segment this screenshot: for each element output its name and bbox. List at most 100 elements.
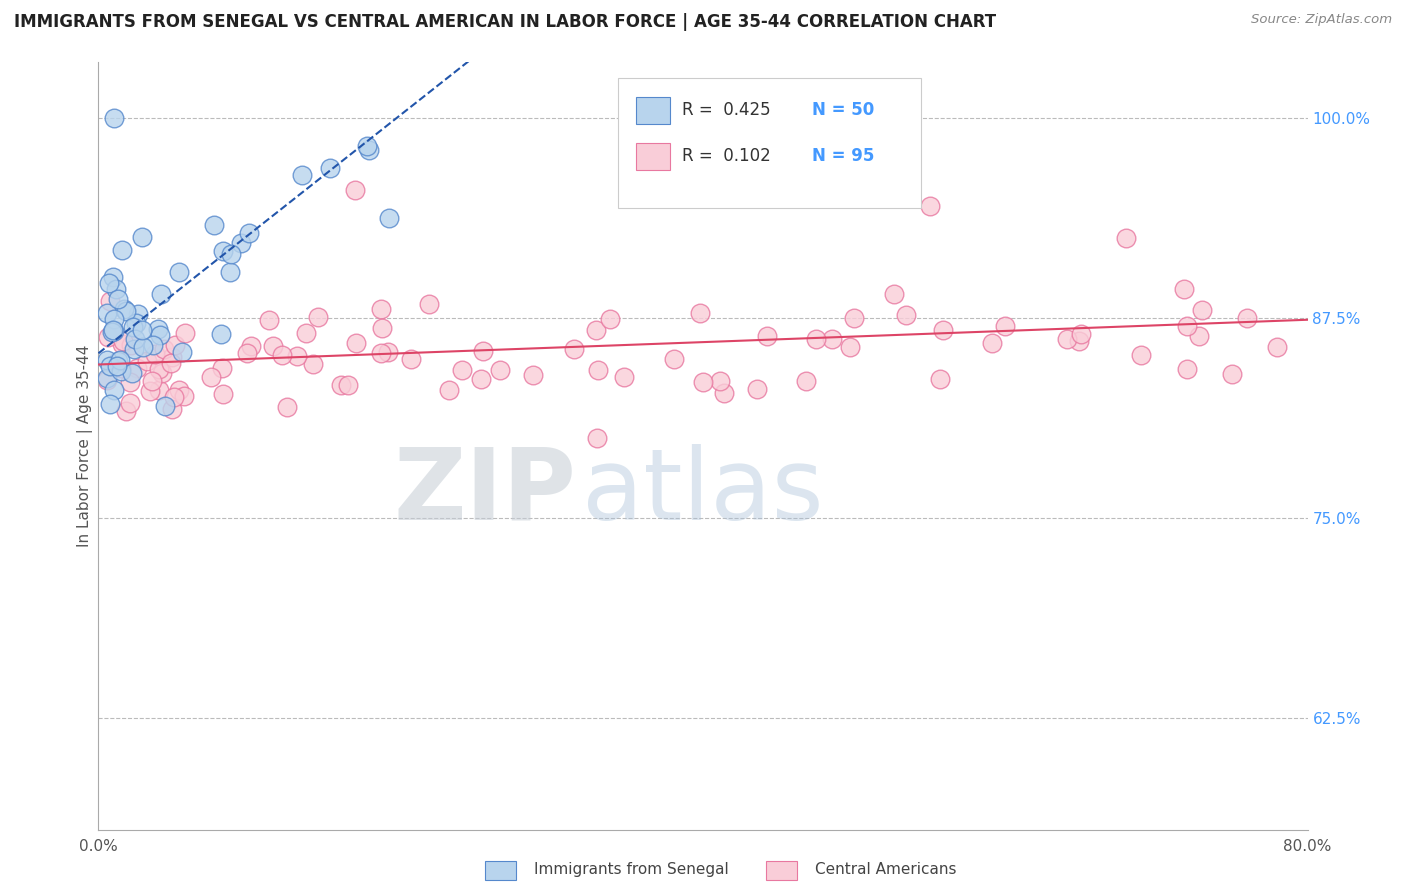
Point [257,313,280,327]
Point [159,356,181,370]
Point [98,397,121,411]
Point [121,366,143,380]
FancyBboxPatch shape [637,143,671,169]
Point [148,383,170,397]
Point [1191,303,1213,318]
Point [838,340,860,354]
Point [1175,362,1198,376]
Point [1175,319,1198,334]
Point [112,301,135,316]
Point [1056,332,1078,346]
Point [1115,231,1137,245]
Point [894,308,917,322]
Point [377,344,399,359]
Point [111,336,134,351]
Point [1220,367,1243,381]
Point [97,330,120,344]
Point [107,353,129,368]
Point [229,235,252,250]
Point [276,400,298,414]
Point [110,361,132,376]
Point [1069,334,1091,348]
Point [418,296,440,310]
Point [219,265,242,279]
Point [98,294,121,309]
Point [336,378,359,392]
Point [112,334,135,348]
Point [489,362,512,376]
Point [98,359,121,373]
Point [262,339,284,353]
Point [918,199,941,213]
Point [1188,329,1211,343]
Point [471,343,494,358]
Point [120,375,142,389]
Point [883,286,905,301]
Point [378,211,401,226]
Point [709,374,731,388]
Point [586,363,609,377]
Point [170,344,193,359]
Text: Source: ZipAtlas.com: Source: ZipAtlas.com [1251,13,1392,27]
Point [1267,340,1289,354]
Point [359,143,381,157]
Point [173,389,195,403]
Point [153,342,176,356]
Point [163,390,186,404]
FancyBboxPatch shape [619,78,921,208]
Point [211,361,233,376]
Point [111,243,134,257]
Point [118,395,141,409]
Point [344,183,367,197]
Point [370,301,392,316]
Point [101,323,124,337]
Point [200,369,222,384]
Point [821,332,844,346]
Point [329,377,352,392]
Text: R =  0.425: R = 0.425 [682,101,770,119]
Text: R =  0.102: R = 0.102 [682,147,772,165]
Point [928,372,950,386]
Point [451,363,474,377]
Point [103,311,125,326]
Point [103,383,125,397]
Point [285,350,308,364]
Point [562,342,585,356]
Point [994,319,1017,334]
Point [98,276,121,290]
Point [692,376,714,390]
Point [122,319,145,334]
Point [307,310,329,324]
Point [150,366,173,380]
Point [270,348,292,362]
Point [794,374,817,388]
Point [301,357,323,371]
Point [149,286,172,301]
Point [371,321,394,335]
Point [107,292,129,306]
Point [713,386,735,401]
Point [747,383,769,397]
Point [101,269,124,284]
Point [131,230,153,244]
Point [174,326,197,341]
Text: Immigrants from Senegal: Immigrants from Senegal [534,863,730,877]
Point [103,112,125,126]
Point [399,352,422,367]
Point [1173,283,1195,297]
Point [844,311,866,326]
Point [585,323,607,337]
Text: ZIP: ZIP [394,443,576,541]
Y-axis label: In Labor Force | Age 35-44: In Labor Force | Age 35-44 [77,345,93,547]
Point [661,162,683,177]
Point [219,247,242,261]
Point [96,306,118,320]
Point [115,404,138,418]
Point [124,332,146,346]
Point [470,371,492,385]
Point [160,350,183,364]
Point [108,353,131,368]
Point [131,323,153,337]
Point [136,353,159,368]
Point [689,306,711,320]
